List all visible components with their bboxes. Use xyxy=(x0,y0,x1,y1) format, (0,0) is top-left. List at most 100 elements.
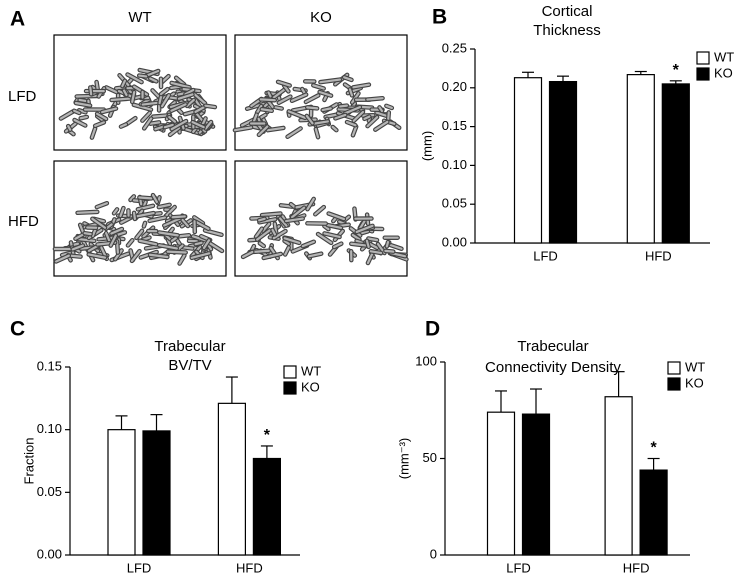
trabecula-hl xyxy=(190,252,211,259)
trabecula-hl xyxy=(129,195,135,202)
y-tick-label: 0.05 xyxy=(442,196,467,211)
trabecula-hl xyxy=(191,121,205,129)
legend-swatch xyxy=(696,67,710,81)
trabecula-hl xyxy=(283,237,301,244)
trabecula-hl xyxy=(133,85,149,96)
legend-swatch xyxy=(283,381,297,395)
x-tick-label: LFD xyxy=(533,248,558,263)
trabecula-hl xyxy=(109,234,117,247)
x-tick-label: HFD xyxy=(645,248,672,263)
trabecula-hl xyxy=(286,127,302,138)
trabecula-hl xyxy=(148,216,166,222)
trabecula-hl xyxy=(331,125,338,132)
y-tick-label: 0.00 xyxy=(37,546,62,561)
trabecula-hl xyxy=(149,121,161,125)
trabecula-hl xyxy=(91,228,97,237)
trabecula-hl xyxy=(170,103,187,112)
trabecula-hl xyxy=(159,87,169,96)
trabecula-hl xyxy=(194,220,210,230)
trabecula-hl xyxy=(323,224,330,231)
trabecula-hl xyxy=(365,239,370,248)
trabecula-hl xyxy=(256,229,271,241)
trabecula-hl xyxy=(138,74,148,78)
trabecula-hl xyxy=(378,106,384,113)
panel-letter: C xyxy=(10,318,25,341)
bar xyxy=(604,396,633,556)
trabecula-hl xyxy=(359,230,370,235)
chart-title: Thickness xyxy=(533,22,601,39)
trabecula-hl xyxy=(158,95,163,105)
trabecula-hl xyxy=(145,69,160,77)
trabecula-hl xyxy=(334,113,347,120)
trabecula-hl xyxy=(158,231,179,237)
trabecula-hl xyxy=(138,196,153,200)
trabecula-hl xyxy=(283,239,290,245)
bar xyxy=(486,411,516,556)
trabecula-hl xyxy=(323,232,341,239)
bar xyxy=(548,80,578,244)
trabecula-hl xyxy=(319,78,342,84)
legend-swatch xyxy=(667,361,681,375)
trabecula-hl xyxy=(171,215,186,219)
trabecula-hl xyxy=(91,217,107,229)
trabecula-hl xyxy=(339,104,348,108)
y-tick-label: 0.20 xyxy=(442,79,467,94)
y-axis-label: Fraction xyxy=(21,438,36,485)
trabecula-hl xyxy=(261,222,271,232)
trabecula-hl xyxy=(160,94,170,108)
trabecula-hl xyxy=(178,254,186,265)
trabecula-hl xyxy=(384,249,395,253)
trabecula-hl xyxy=(363,115,371,120)
trabecula-hl xyxy=(168,115,177,123)
trabecula-hl xyxy=(318,90,333,97)
x-tick-label: LFD xyxy=(506,560,531,575)
trabecula-hl xyxy=(121,79,126,88)
trabecula-hl xyxy=(327,212,346,221)
x-tick-label: HFD xyxy=(236,560,263,575)
legend-swatch xyxy=(696,51,710,65)
trabecula-hl xyxy=(94,121,105,127)
trabecula-hl xyxy=(142,221,147,228)
trabecula-hl xyxy=(366,116,379,128)
y-axis-label: (mm) xyxy=(419,131,434,161)
trabecula-hl xyxy=(305,114,314,125)
trabecula-hl xyxy=(73,118,87,127)
trabecula-hl xyxy=(119,123,128,128)
trabecula-hl xyxy=(255,104,263,114)
legend-label: KO xyxy=(714,65,733,80)
trabecula-hl xyxy=(67,124,72,131)
trabecula-hl xyxy=(259,113,267,120)
trabecula-hl xyxy=(258,242,265,248)
trabecula-hl xyxy=(110,97,133,102)
trabecula-hl xyxy=(301,240,315,248)
trabecula-hl xyxy=(73,109,81,115)
trabecula-hl xyxy=(126,239,134,247)
trabecula-hl xyxy=(204,104,216,109)
trabecula-hl xyxy=(170,119,188,131)
trabecula-hl xyxy=(241,250,254,258)
trabecula-hl xyxy=(141,101,158,106)
y-tick-label: 0.10 xyxy=(442,157,467,172)
trabecula-hl xyxy=(158,244,178,250)
trabecula-hl xyxy=(193,92,207,105)
y-tick-label: 0.15 xyxy=(442,118,467,133)
trabecula-hl xyxy=(151,194,158,204)
chart-title: Connectivity Density xyxy=(485,359,621,376)
trabecula-hl xyxy=(283,84,290,93)
legend-label: WT xyxy=(301,363,321,378)
trabecula-hl xyxy=(262,252,282,260)
trabecula-hl xyxy=(306,106,319,110)
trabecula-hl xyxy=(258,217,266,222)
trabecula-hl xyxy=(385,240,390,248)
scan-images xyxy=(52,34,409,277)
trabecula-hl xyxy=(163,123,174,129)
chart-title: Trabecular xyxy=(154,338,225,355)
trabecula-hl xyxy=(59,110,74,120)
bar xyxy=(521,413,551,556)
trabecula-hl xyxy=(131,90,136,103)
trabecula-hl xyxy=(333,242,343,249)
trabecula-hl xyxy=(272,88,286,99)
trabecula-hl xyxy=(279,217,288,227)
trabecula-hl xyxy=(304,94,320,104)
